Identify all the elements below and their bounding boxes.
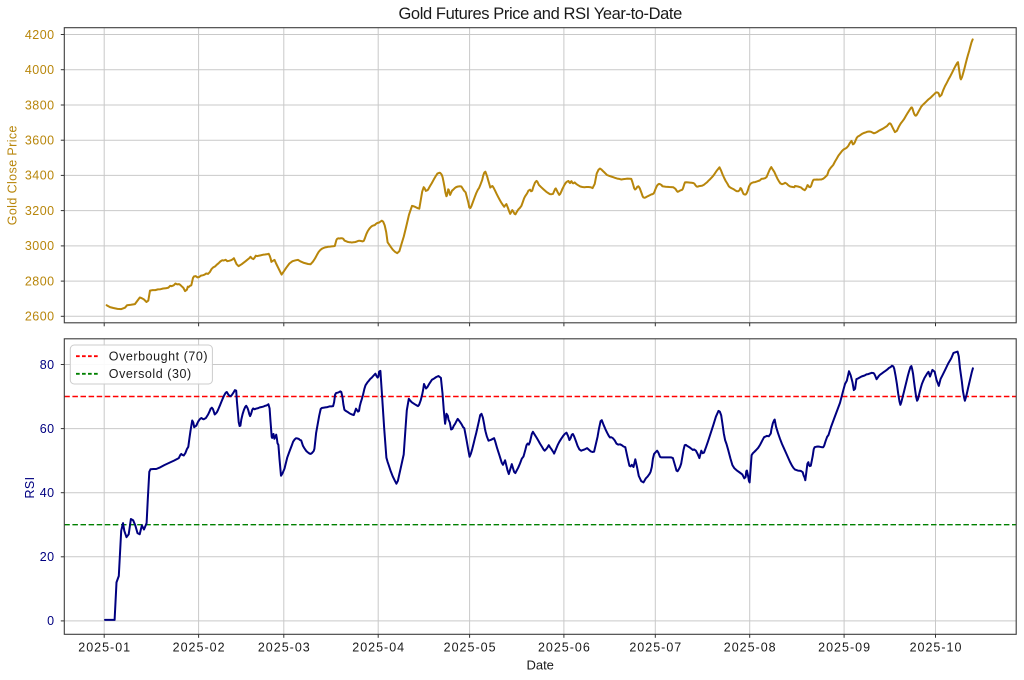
svg-text:2025-06: 2025-06 (538, 641, 591, 655)
svg-text:3600: 3600 (25, 134, 55, 148)
svg-text:4200: 4200 (25, 28, 55, 42)
svg-text:2025-04: 2025-04 (352, 641, 405, 655)
svg-text:4000: 4000 (25, 63, 55, 77)
svg-text:Overbought (70): Overbought (70) (109, 350, 208, 364)
svg-text:20: 20 (40, 550, 55, 564)
svg-text:3200: 3200 (25, 204, 55, 218)
svg-text:2600: 2600 (25, 310, 55, 324)
svg-text:3400: 3400 (25, 169, 55, 183)
svg-text:40: 40 (40, 486, 55, 500)
svg-text:Date: Date (526, 658, 553, 673)
svg-text:80: 80 (40, 358, 55, 372)
svg-text:2025-03: 2025-03 (258, 641, 311, 655)
svg-text:0: 0 (47, 614, 54, 628)
svg-text:Gold Futures Price and RSI Yea: Gold Futures Price and RSI Year-to-Date (399, 5, 683, 23)
svg-text:2025-07: 2025-07 (629, 641, 682, 655)
svg-text:3800: 3800 (25, 98, 55, 112)
svg-text:2025-10: 2025-10 (910, 641, 963, 655)
svg-text:2800: 2800 (25, 274, 55, 288)
svg-text:2025-05: 2025-05 (444, 641, 497, 655)
svg-text:60: 60 (40, 422, 55, 436)
svg-text:2025-01: 2025-01 (78, 641, 131, 655)
svg-text:3000: 3000 (25, 239, 55, 253)
svg-text:RSI: RSI (23, 476, 37, 498)
svg-text:2025-02: 2025-02 (173, 641, 226, 655)
svg-text:2025-09: 2025-09 (818, 641, 871, 655)
svg-text:Gold Close Price: Gold Close Price (6, 125, 20, 225)
svg-text:Oversold (30): Oversold (30) (109, 367, 192, 381)
svg-text:2025-08: 2025-08 (724, 641, 777, 655)
